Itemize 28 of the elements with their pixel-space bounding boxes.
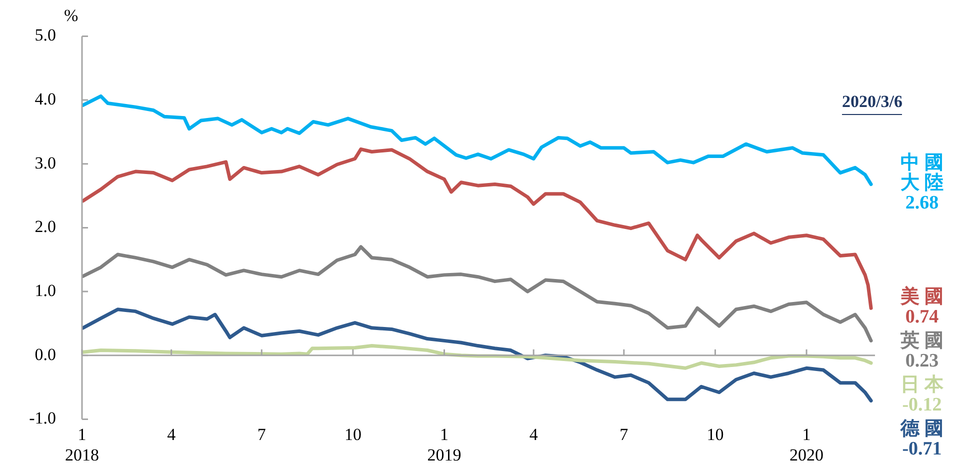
series-label: 德 國 xyxy=(900,418,944,440)
y-tick-label: 5.0 xyxy=(34,26,56,45)
y-tick-label: 0.0 xyxy=(34,344,56,364)
series-label: 日 本 xyxy=(900,374,944,396)
y-tick-label: -1.0 xyxy=(29,408,56,428)
y-tick-label: 2.0 xyxy=(34,217,56,236)
x-tick-label: 1 2018 xyxy=(65,424,99,464)
x-tick-label: 4 xyxy=(167,424,176,444)
x-tick-label: 1 2019 xyxy=(427,424,462,464)
x-tick-label: 4 xyxy=(529,424,538,444)
data-label: 2.68 xyxy=(905,192,939,214)
series-label: 中 國大 陸 xyxy=(900,152,944,194)
x-tick-label: 1 2020 xyxy=(790,424,824,464)
y-tick-label: 1.0 xyxy=(34,281,56,300)
data-label: 0.74 xyxy=(905,306,940,328)
y-tick-label: 4.0 xyxy=(34,90,56,108)
x-tick-label: 10 xyxy=(344,424,362,444)
x-tick-label: 10 xyxy=(706,424,724,444)
data-label: -0.12 xyxy=(902,394,942,416)
x-tick-label: 7 xyxy=(620,424,629,444)
series-label: 英 國 xyxy=(900,330,944,352)
data-label: 0.23 xyxy=(905,350,939,372)
series-label: 美 國 xyxy=(900,286,944,308)
data-label: -0.71 xyxy=(902,438,942,460)
y-axis-title: % xyxy=(64,6,78,26)
annotation: 2020/3/6 xyxy=(842,92,902,115)
y-tick-label: 3.0 xyxy=(34,153,56,172)
x-tick-label: 7 xyxy=(257,424,266,444)
